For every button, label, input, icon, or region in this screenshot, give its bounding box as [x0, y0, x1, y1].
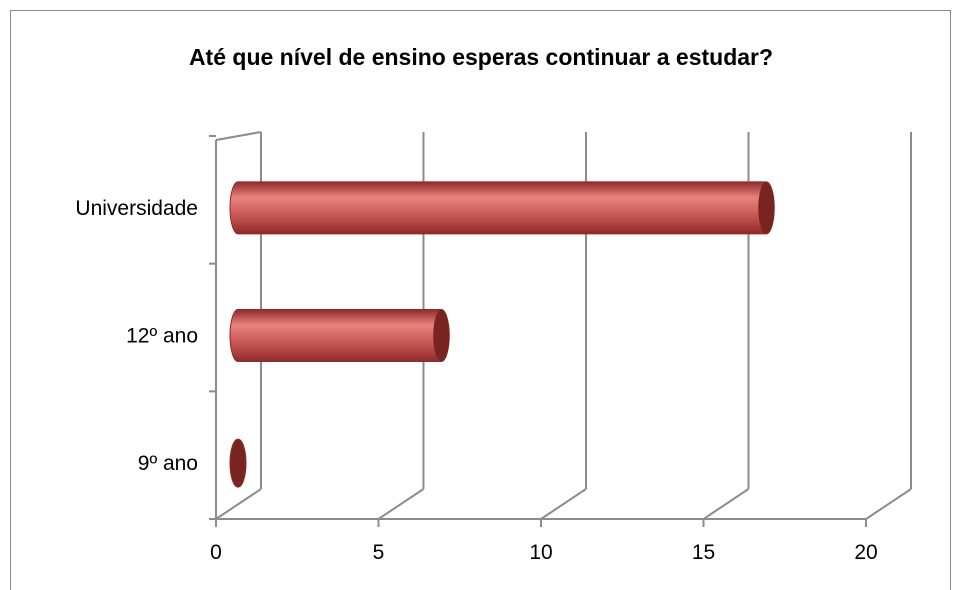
x-tick-labels: 0 5 10 15 20: [210, 541, 878, 564]
bar-end-cap: [758, 181, 775, 234]
floor-line: [702, 488, 750, 520]
floor-line: [377, 488, 425, 520]
bar-9-ano: [229, 438, 247, 488]
chart-title: Até que nível de ensino esperas continua…: [189, 44, 773, 70]
category-labels: Universidade 12º ano 9º ano: [75, 197, 198, 475]
bar-chart: Até que nível de ensino esperas continua…: [75, 44, 912, 564]
bar-12-ano: [229, 309, 450, 362]
wall-top-edge: [215, 131, 262, 141]
x-tick-label: 5: [373, 541, 385, 564]
x-tick-label: 20: [854, 541, 877, 564]
floor-line: [865, 488, 912, 520]
category-label: 9º ano: [138, 452, 198, 475]
bar-end-cap: [433, 309, 450, 362]
category-label: 12º ano: [126, 325, 198, 348]
bars: [229, 181, 775, 488]
floor-line: [540, 488, 587, 520]
bar-universidade: [229, 181, 775, 235]
x-tick-label: 0: [210, 541, 222, 564]
chart-frame: Até que nível de ensino esperas continua…: [10, 10, 951, 590]
floor-line: [215, 488, 262, 520]
category-label: Universidade: [75, 197, 198, 220]
x-tick-label: 10: [529, 541, 552, 564]
x-tick-label: 15: [692, 541, 715, 564]
